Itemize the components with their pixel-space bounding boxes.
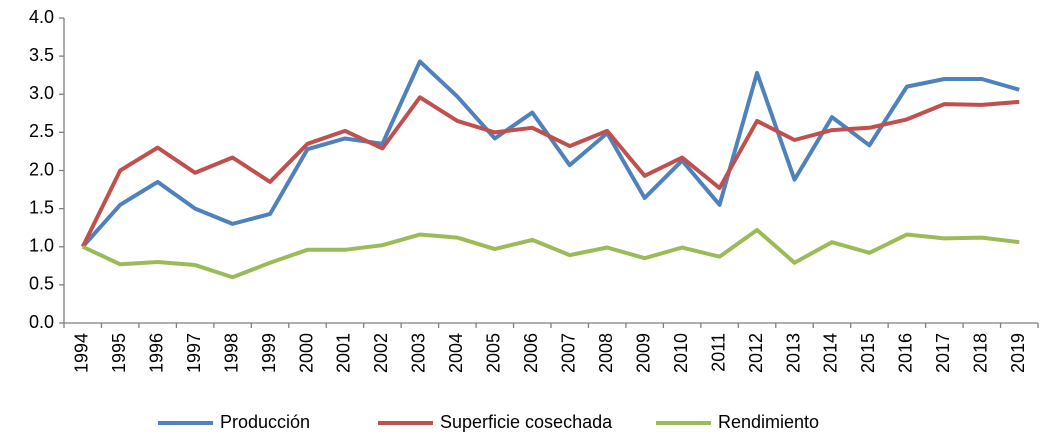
x-tick-label: 2000: [296, 333, 316, 373]
y-tick-label: 4.0: [29, 7, 54, 27]
x-tick-label: 2013: [783, 333, 803, 373]
legend-label: Producción: [220, 412, 310, 432]
y-tick-label: 1.0: [29, 236, 54, 256]
x-tick-label: 2011: [708, 333, 728, 372]
x-tick-label: 2005: [484, 333, 504, 373]
x-tick-label: 2007: [558, 333, 578, 373]
x-tick-label: 1999: [259, 333, 279, 373]
x-tick-label: 1996: [146, 333, 166, 373]
x-tick-label: 2012: [746, 333, 766, 373]
x-tick-label: 1995: [109, 333, 129, 373]
y-tick-label: 3.0: [29, 83, 54, 103]
legend-label: Superficie cosechada: [440, 412, 613, 432]
x-tick-label: 2009: [633, 333, 653, 373]
legend-label: Rendimiento: [718, 412, 819, 432]
y-tick-label: 3.5: [29, 45, 54, 65]
x-tick-label: 2016: [896, 333, 916, 373]
x-tick-label: 2014: [821, 333, 841, 373]
series-line: [81, 227, 1020, 280]
x-tick-label: 2003: [409, 333, 429, 373]
series-line: [81, 59, 1020, 249]
x-tick-label: 2001: [334, 333, 354, 373]
x-tick-label: 2006: [521, 333, 541, 373]
x-tick-label: 2008: [596, 333, 616, 373]
x-tick-label: 2018: [971, 333, 991, 373]
y-tick-label: 2.0: [29, 159, 54, 179]
x-tick-label: 2017: [933, 333, 953, 373]
x-tick-label: 1998: [221, 333, 241, 373]
y-tick-label: 0.0: [29, 312, 54, 332]
y-tick-label: 2.5: [29, 121, 54, 141]
series-line: [80, 95, 1020, 248]
x-tick-label: 2015: [858, 333, 878, 373]
x-tick-label: 2002: [371, 333, 391, 373]
x-tick-label: 2019: [1008, 333, 1028, 373]
y-tick-label: 1.5: [29, 197, 54, 217]
x-tick-label: 2004: [446, 333, 466, 373]
x-tick-label: 1994: [71, 333, 91, 373]
y-tick-label: 0.5: [29, 274, 54, 294]
x-tick-label: 1997: [184, 333, 204, 373]
x-tick-label: 2010: [671, 333, 691, 373]
